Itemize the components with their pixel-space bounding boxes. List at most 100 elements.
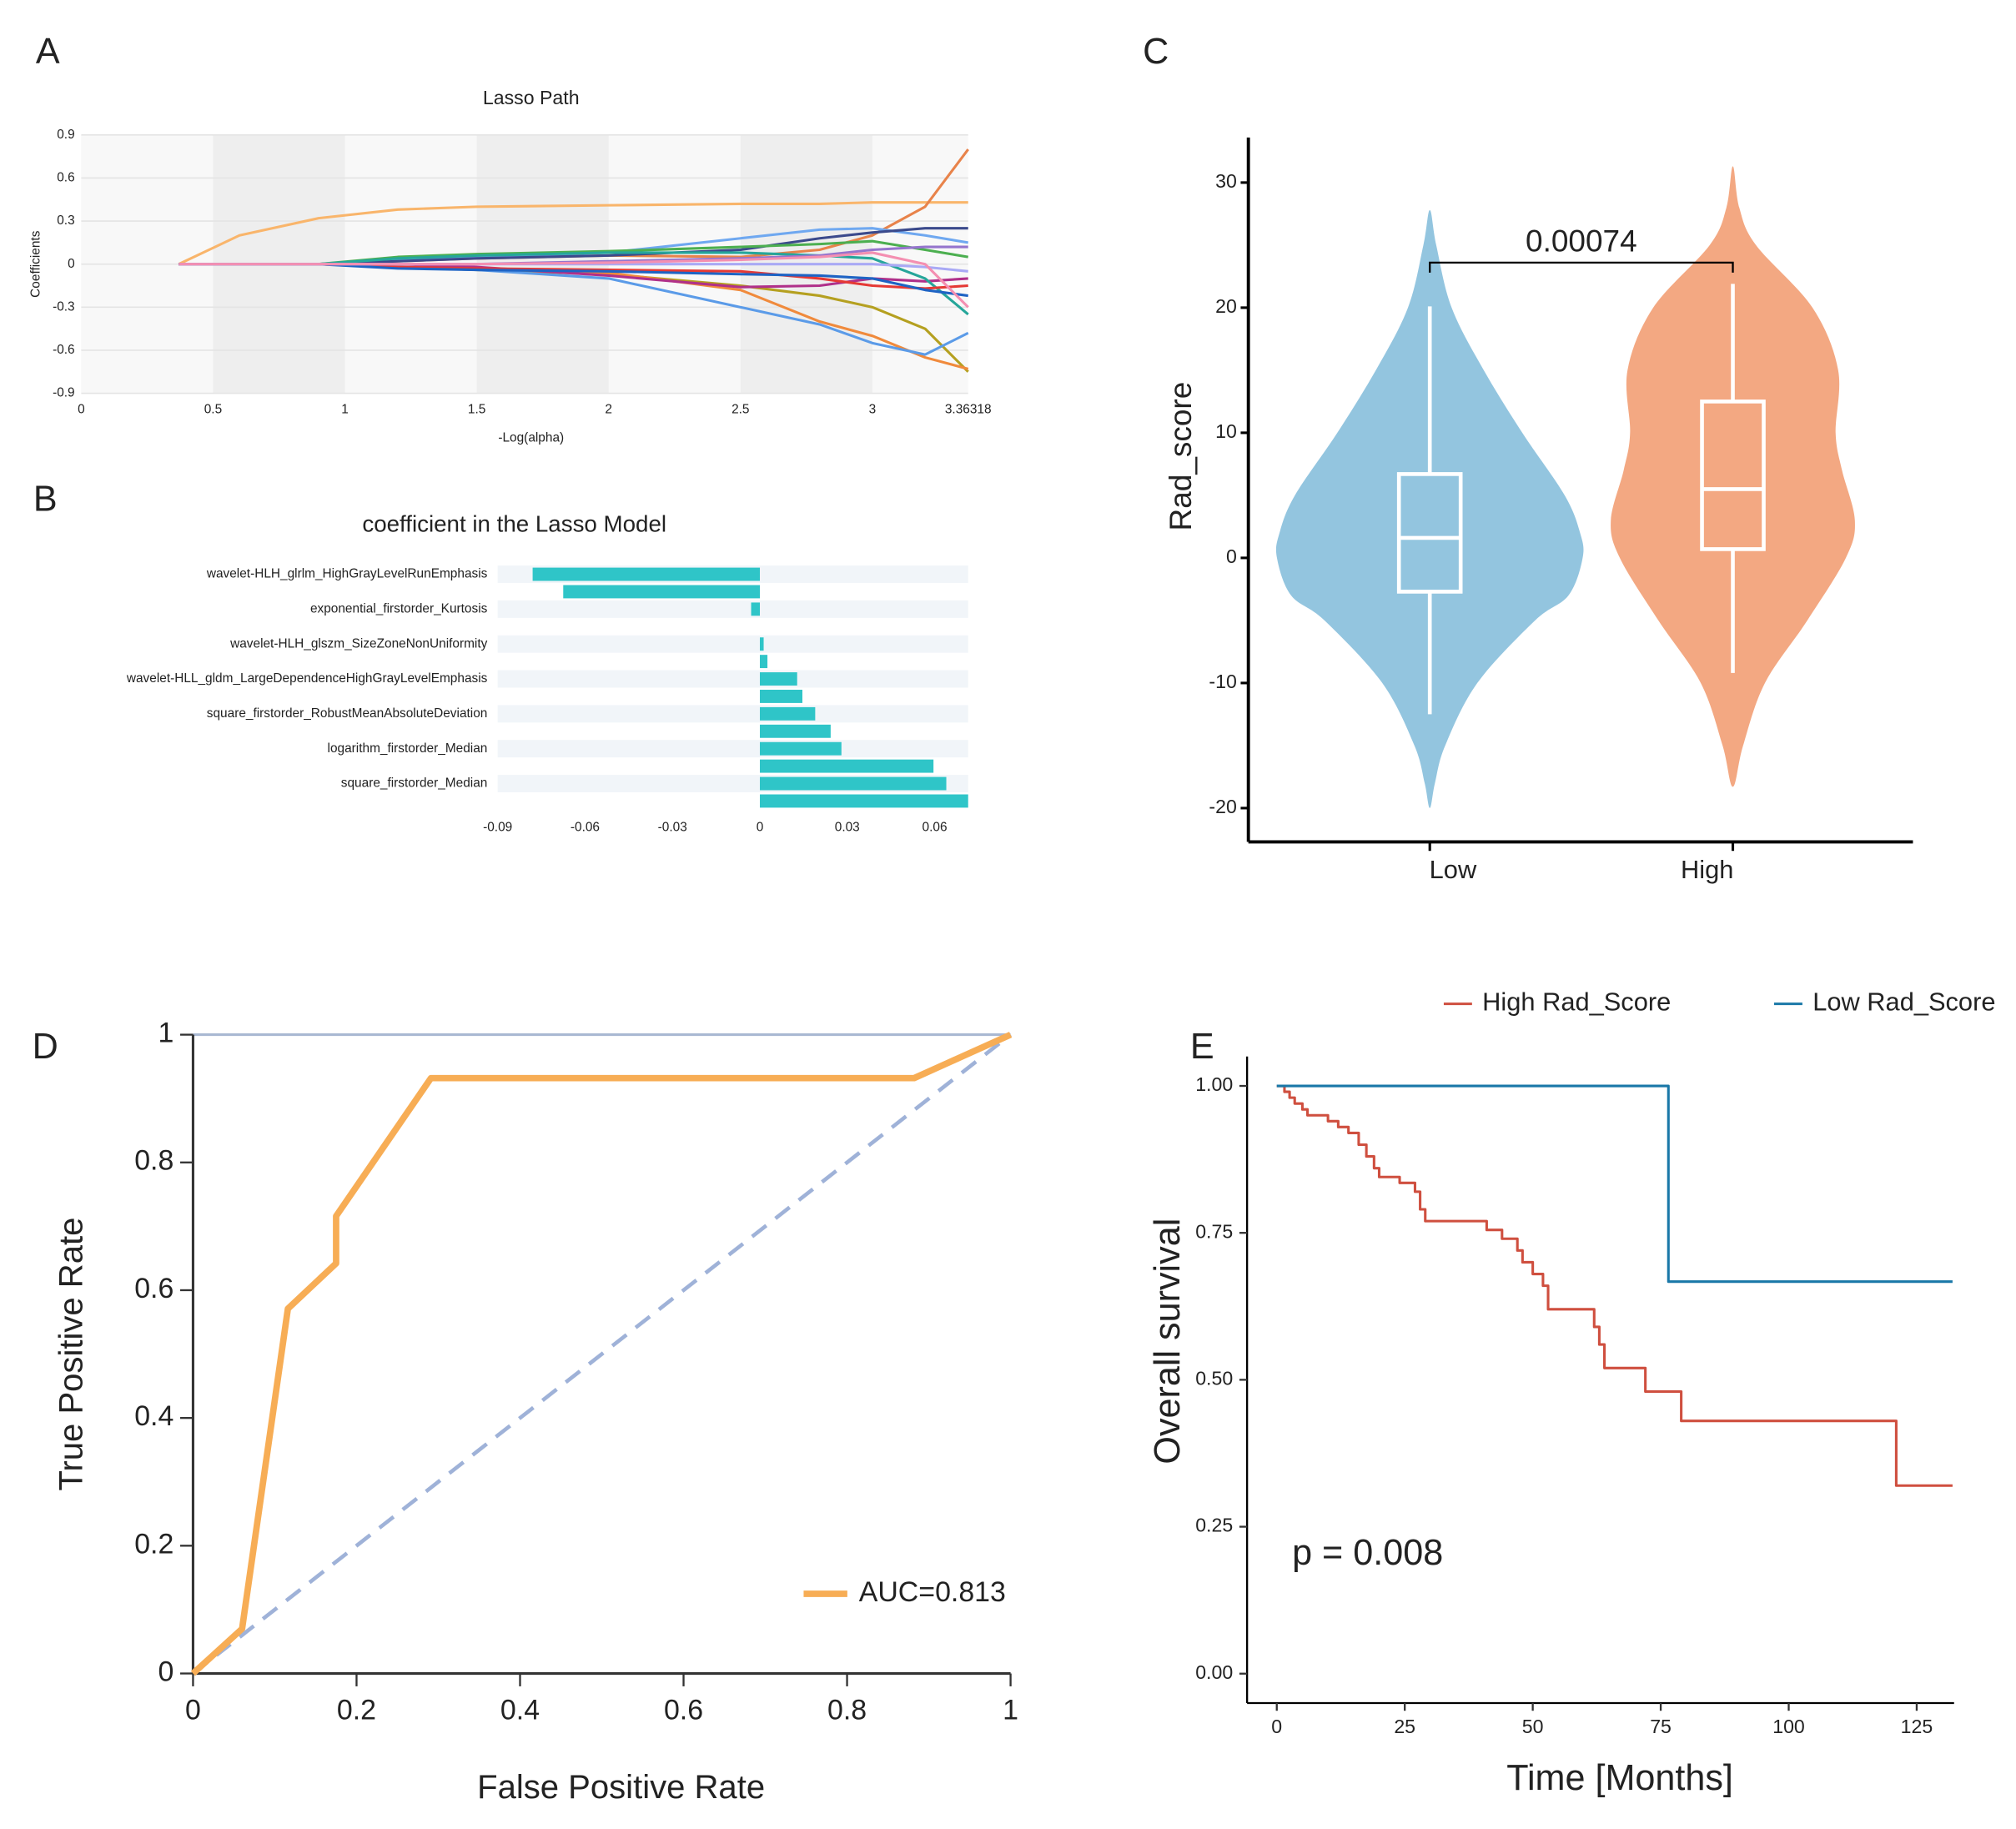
y-tick-label: 30	[1215, 170, 1237, 192]
x-tick-label: 50	[1522, 1716, 1544, 1737]
y-tick-label: -0.3	[53, 299, 75, 314]
row-stripe	[497, 635, 968, 653]
x-tick-label: 0.6	[664, 1694, 703, 1726]
series-line	[178, 201, 968, 266]
y-tick-label: 1.00	[1195, 1073, 1233, 1095]
annotation: p = 0.008	[1292, 1533, 1443, 1573]
bar	[760, 637, 764, 651]
legend-label: Low Rad_Score	[1812, 987, 1995, 1017]
x-tick-label: 0.03	[835, 821, 860, 835]
x-tick-label: 1	[1003, 1694, 1018, 1726]
bar	[760, 776, 947, 791]
y-axis-label: Coefficients	[28, 230, 43, 298]
panel-label: D	[33, 1027, 58, 1067]
panel-label: E	[1190, 1027, 1214, 1067]
x-tick-label: 100	[1772, 1716, 1805, 1737]
chart-title: coefficient in the Lasso Model	[362, 511, 666, 537]
row-stripe	[497, 670, 968, 688]
box	[1396, 472, 1463, 594]
series-line	[1276, 1084, 1953, 1284]
x-tick-label: 0.8	[827, 1694, 867, 1726]
y-tick-label: 10	[1215, 420, 1237, 442]
category-label: square_firstorder_Median	[341, 776, 488, 791]
x-tick-label: 25	[1394, 1716, 1415, 1737]
row-stripe	[497, 740, 968, 758]
x-axis-label: False Positive Rate	[477, 1769, 765, 1806]
x-tick-label: 1	[341, 403, 349, 417]
category-label: logarithm_firstorder_Median	[328, 741, 488, 756]
bar	[563, 585, 761, 599]
x-tick-label: 0.5	[204, 403, 222, 417]
bar	[760, 690, 802, 703]
x-tick-label: 3.36318	[945, 403, 992, 417]
bar	[532, 567, 761, 581]
bar	[760, 655, 768, 669]
y-tick-label: 0.2	[134, 1528, 173, 1560]
x-tick-label: 75	[1650, 1716, 1672, 1737]
y-tick-label: 0.75	[1195, 1220, 1233, 1242]
x-tick-label: 2	[605, 403, 612, 417]
y-tick-label: 0.6	[134, 1273, 173, 1304]
x-tick-label: 0	[757, 821, 764, 835]
y-tick-label: 0	[68, 257, 75, 271]
significance-bracket	[1429, 261, 1734, 273]
x-tick-label: High	[1681, 855, 1733, 884]
x-tick-label: 0.06	[923, 821, 948, 835]
x-tick-label: 1.5	[468, 403, 485, 417]
y-tick-label: 0.50	[1195, 1367, 1233, 1389]
x-tick-label: 2.5	[731, 403, 749, 417]
significance-label: 0.00074	[1526, 224, 1637, 259]
y-tick-label: -20	[1209, 796, 1236, 817]
bar	[760, 741, 842, 756]
legend-label: AUC=0.813	[859, 1576, 1006, 1608]
y-tick-label: -0.9	[53, 386, 75, 400]
x-axis-label: Time [Months]	[1506, 1758, 1733, 1798]
y-tick-label: 0	[158, 1656, 173, 1687]
bar	[760, 794, 968, 808]
bar	[760, 724, 831, 738]
x-tick-label: 125	[1901, 1716, 1933, 1737]
x-tick-label: 0	[78, 403, 85, 417]
y-tick-label: -0.6	[53, 343, 75, 357]
category-label: wavelet-HLL_gldm_LargeDependenceHighGray…	[126, 671, 488, 686]
x-tick-label: -0.06	[571, 821, 600, 835]
panel-label: B	[33, 479, 58, 519]
x-axis-label: -Log(alpha)	[498, 431, 564, 445]
y-tick-label: 0	[1226, 545, 1237, 567]
row-stripe	[497, 705, 968, 723]
box	[1700, 399, 1766, 551]
legend-label: High Rad_Score	[1482, 987, 1671, 1017]
chart-title: Lasso Path	[483, 87, 580, 108]
bar	[751, 602, 761, 616]
category-label: exponential_firstorder_Kurtosis	[310, 601, 488, 616]
y-tick-label: 0.4	[134, 1400, 173, 1432]
y-axis-label: Rad_score	[1164, 382, 1198, 531]
x-tick-label: 0	[1271, 1716, 1282, 1737]
row-stripe	[497, 600, 968, 618]
chance-line	[192, 1033, 1013, 1676]
panel-label: A	[36, 32, 60, 72]
y-axis-label: True Positive Rate	[53, 1218, 90, 1491]
series-line	[190, 1032, 1013, 1676]
violin	[1275, 209, 1584, 808]
category-label: wavelet-HLH_glszm_SizeZoneNonUniformity	[229, 636, 488, 651]
bar	[760, 706, 816, 721]
x-tick-label: 3	[869, 403, 877, 417]
panel-label: C	[1143, 32, 1169, 72]
y-tick-label: 0.9	[57, 128, 74, 142]
y-tick-label: 20	[1215, 295, 1237, 317]
series-line	[178, 251, 969, 309]
x-tick-label: Low	[1430, 855, 1477, 884]
y-tick-label: 0.3	[57, 214, 74, 228]
x-tick-label: 0.4	[500, 1694, 540, 1726]
category-label: square_firstorder_RobustMeanAbsoluteDevi…	[207, 706, 488, 721]
y-tick-label: 0.6	[57, 171, 74, 185]
x-tick-label: -0.09	[483, 821, 512, 835]
bar	[760, 672, 797, 686]
y-tick-label: 1	[158, 1018, 173, 1049]
bar	[760, 759, 934, 773]
violin	[1611, 166, 1855, 787]
y-tick-label: 0.8	[134, 1145, 173, 1177]
